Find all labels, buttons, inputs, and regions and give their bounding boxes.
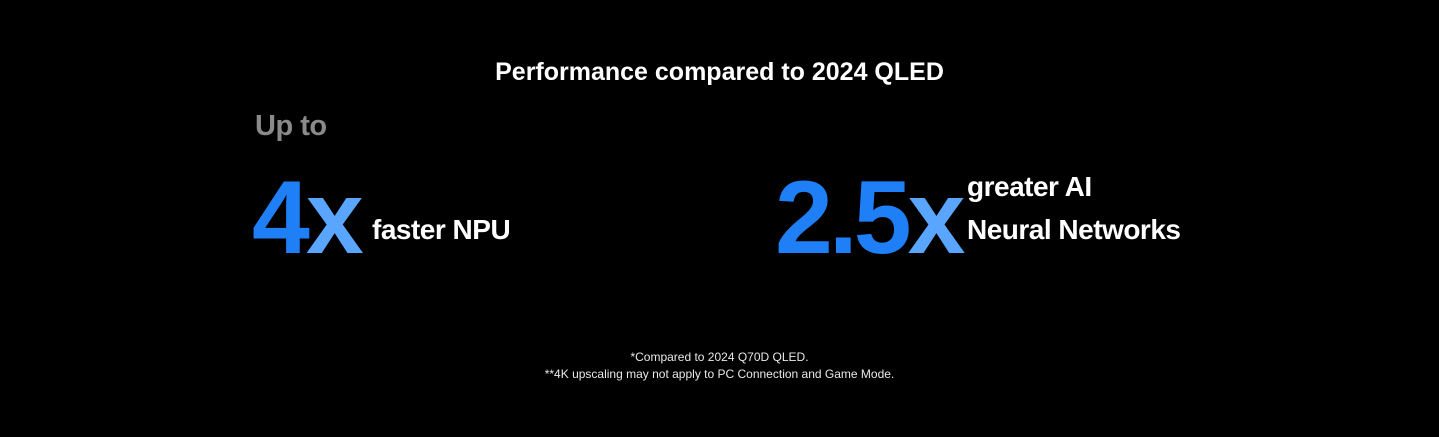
stat-unit: x [305,160,364,276]
description-line: faster NPU [372,214,511,245]
title: Performance compared to 2024 QLED [495,58,944,86]
footnote: *Compared to 2024 Q70D QLED. [630,350,809,364]
stat-description: greater AI Neural Networks [967,165,1181,251]
footnote: **4K upscaling may not apply to PC Conne… [544,367,895,381]
stat-figure: 4x [252,166,364,270]
stat-prefix: Up to [255,110,327,142]
description-line: Neural Networks [967,214,1181,245]
stat-figure: 2.5x [775,166,965,270]
stat-description: faster NPU [372,208,511,251]
stat-number: 4 [252,160,310,276]
description-line: greater AI [967,171,1092,202]
stat-unit: x [907,160,966,276]
footnotes: *Compared to 2024 Q70D QLED. **4K upscali… [0,349,1439,383]
stat-number: 2.5 [775,160,912,276]
